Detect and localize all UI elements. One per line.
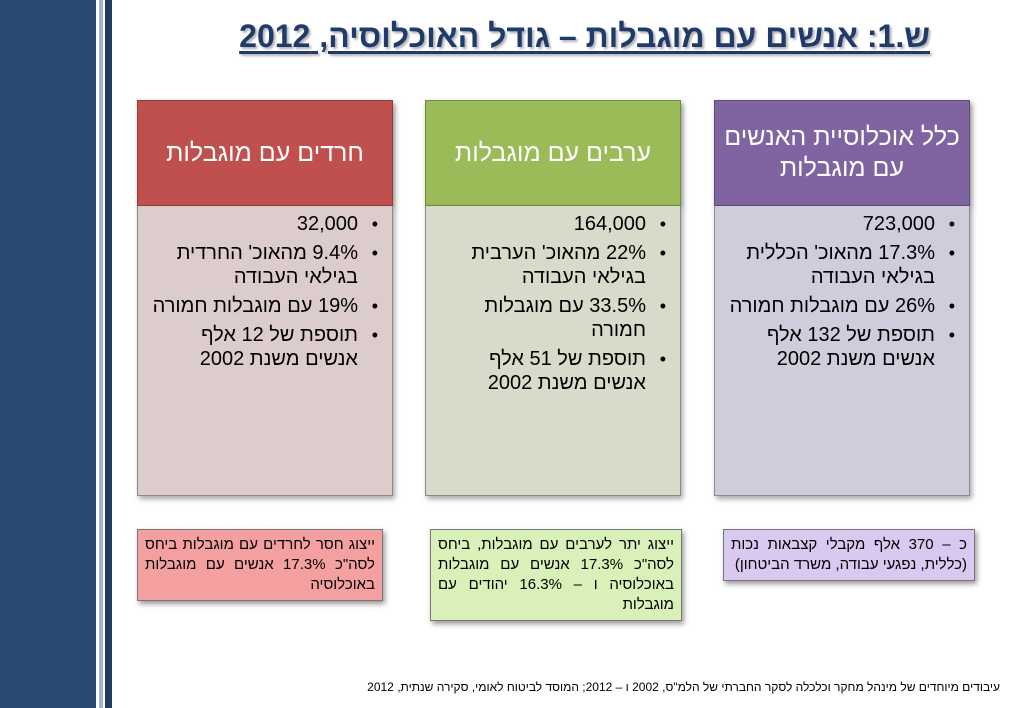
page-title: ש.1: אנשים עם מוגבלות – גודל האוכלוסיה, …	[239, 18, 930, 54]
sidebar-decoration	[0, 0, 102, 708]
sidebar-stripe	[105, 0, 112, 708]
list-item: 9.4% מהאוכ' החרדית בגילאי העבודה	[148, 241, 378, 289]
list-item: תוספת של 51 אלף אנשים משנת 2002	[436, 347, 666, 395]
haredim-note: ייצוג חסר לחרדים עם מוגבלות ביחס לסה"כ 1…	[137, 529, 383, 601]
haredim-header: חרדים עם מוגבלות	[137, 100, 393, 206]
sidebar-stripe	[99, 0, 103, 708]
general-column: כלל אוכלוסיית האנשים עם מוגבלות 723,000 …	[714, 100, 970, 496]
sidebar-stripe	[103, 0, 105, 708]
list-item: 723,000	[725, 212, 955, 236]
list-item: 164,000	[436, 212, 666, 236]
list-item: תוספת של 12 אלף אנשים משנת 2002	[148, 323, 378, 371]
general-note: כ – 370 אלף מקבלי קצבאות נכות (כללית, נפ…	[723, 529, 975, 581]
list-item: 33.5% עם מוגבלות חמורה	[436, 294, 666, 342]
list-item: 22% מהאוכ' הערבית בגילאי העבודה	[436, 241, 666, 289]
haredim-column: חרדים עם מוגבלות 32,000 9.4% מהאוכ' החרד…	[137, 100, 393, 496]
general-list: 723,000 17.3% מהאוכ' הכללית בגילאי העבוד…	[725, 212, 955, 371]
arabs-list: 164,000 22% מהאוכ' הערבית בגילאי העבודה …	[436, 212, 666, 395]
list-item: 32,000	[148, 212, 378, 236]
list-item: 19% עם מוגבלות חמורה	[148, 294, 378, 318]
arabs-column: ערבים עם מוגבלות 164,000 22% מהאוכ' הערב…	[425, 100, 681, 496]
arabs-body: 164,000 22% מהאוכ' הערבית בגילאי העבודה …	[425, 206, 681, 496]
arabs-note: ייצוג יתר לערבים עם מוגבלות, ביחס לסה"כ …	[430, 529, 682, 621]
sidebar-stripe	[96, 0, 99, 708]
arabs-header: ערבים עם מוגבלות	[425, 100, 681, 206]
haredim-body: 32,000 9.4% מהאוכ' החרדית בגילאי העבודה …	[137, 206, 393, 496]
general-header: כלל אוכלוסיית האנשים עם מוגבלות	[714, 100, 970, 206]
source-footnote: עיבודים מיוחדים של מינהל מחקר וכלכלה לסק…	[367, 680, 1000, 694]
general-body: 723,000 17.3% מהאוכ' הכללית בגילאי העבוד…	[714, 206, 970, 496]
haredim-list: 32,000 9.4% מהאוכ' החרדית בגילאי העבודה …	[148, 212, 378, 371]
list-item: 26% עם מוגבלות חמורה	[725, 294, 955, 318]
list-item: 17.3% מהאוכ' הכללית בגילאי העבודה	[725, 241, 955, 289]
list-item: תוספת של 132 אלף אנשים משנת 2002	[725, 323, 955, 371]
